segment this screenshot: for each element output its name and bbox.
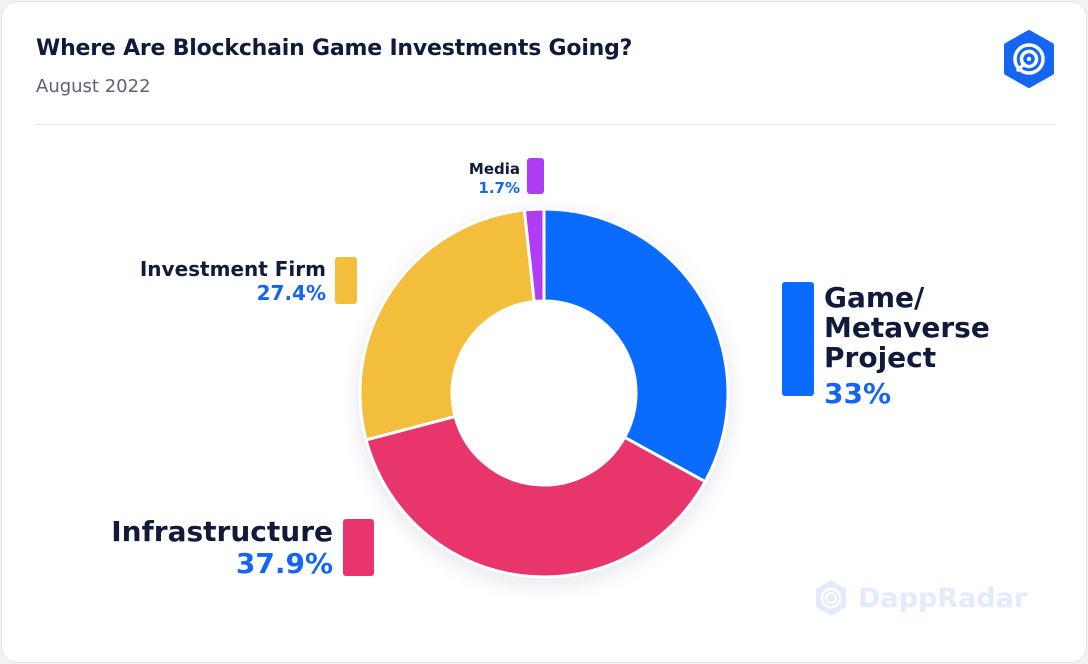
slice-label-infrastructure: Infrastructure xyxy=(111,515,333,548)
slice-value-media: 1.7% xyxy=(478,179,520,197)
slice-label-game-metaverse-project: Metaverse xyxy=(824,311,990,344)
slice-value-infrastructure: 37.9% xyxy=(236,547,333,580)
slice-infrastructure xyxy=(364,414,707,579)
slice-label-investment-firm: Investment Firm xyxy=(140,257,326,281)
legend-swatch-game-metaverse-project xyxy=(782,282,814,396)
slice-value-investment-firm: 27.4% xyxy=(257,281,326,305)
dappradar-logo-icon xyxy=(1004,30,1054,88)
legend-swatch-investment-firm xyxy=(335,257,357,304)
slice-label-game-metaverse-project: Game/ xyxy=(824,281,925,314)
slice-game-metaverse-project xyxy=(542,207,730,484)
chart-subtitle: August 2022 xyxy=(36,76,151,97)
legend-swatch-media xyxy=(527,158,544,194)
slice-label-game-metaverse-project: Project xyxy=(824,341,936,374)
dappradar-watermark: DappRadar xyxy=(812,578,1042,618)
slice-investment-firm xyxy=(358,208,536,442)
slice-media xyxy=(522,207,546,304)
header-divider xyxy=(36,124,1056,125)
chart-title: Where Are Blockchain Game Investments Go… xyxy=(36,36,633,61)
watermark-radar-icon xyxy=(815,580,847,616)
slice-value-game-metaverse-project: 33% xyxy=(824,377,891,410)
watermark-text: DappRadar xyxy=(858,582,1028,614)
slice-label-media: Media xyxy=(469,160,520,178)
legend-swatch-infrastructure xyxy=(343,519,374,576)
